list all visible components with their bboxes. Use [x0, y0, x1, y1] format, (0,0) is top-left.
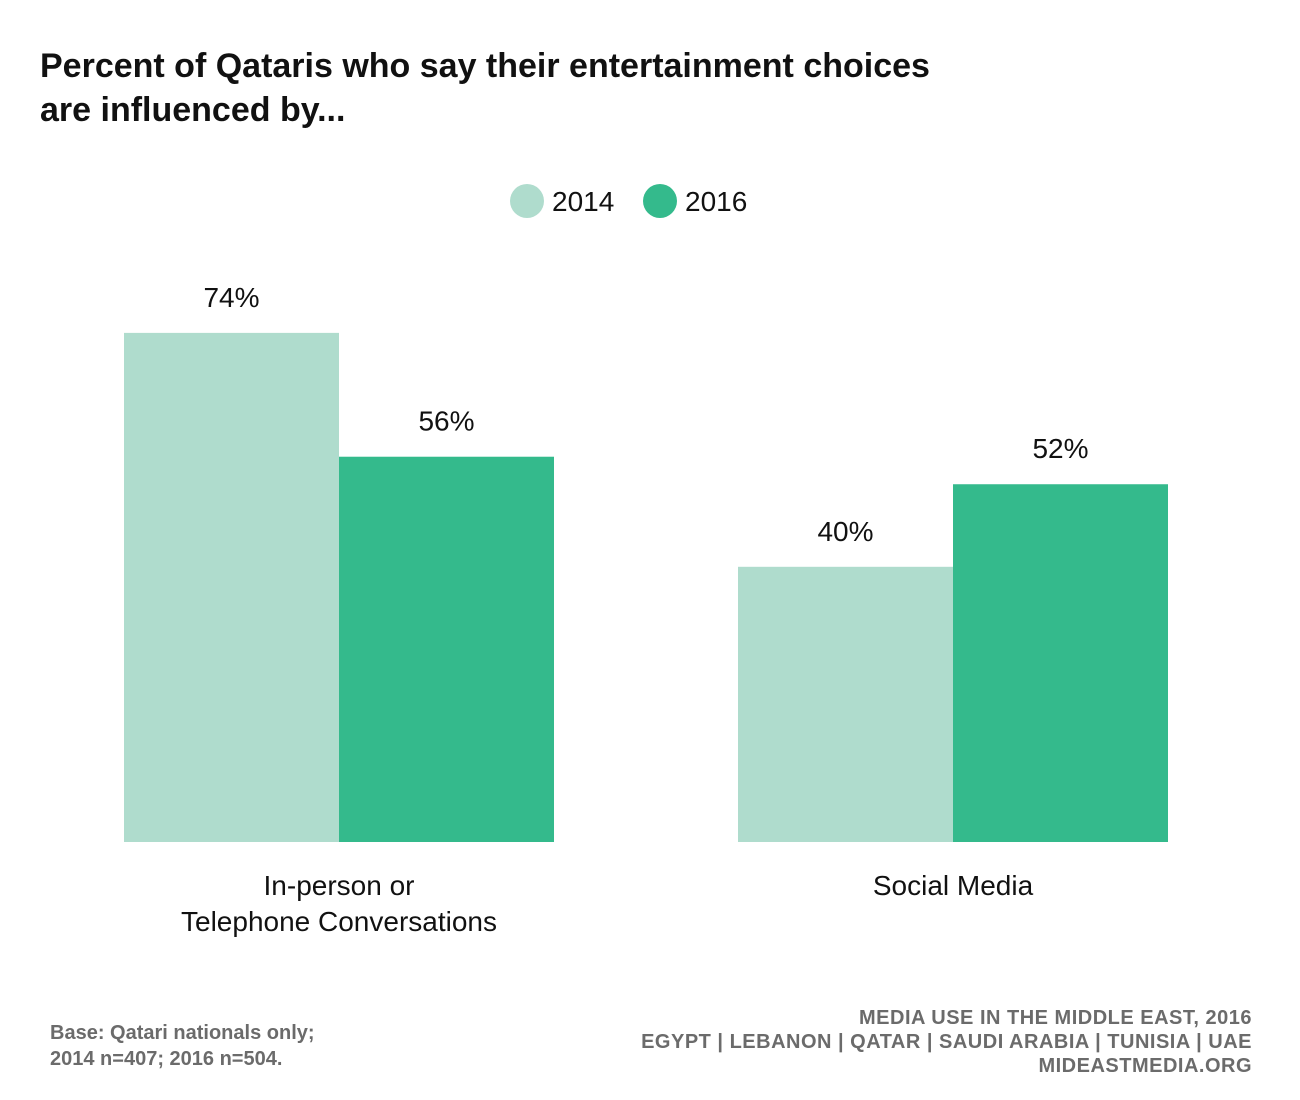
chart-title-line-1: Percent of Qataris who say their enterta…: [40, 47, 930, 85]
base-text-line-2: 2014 n=407; 2016 n=504.: [50, 1048, 283, 1070]
source-line-1: MEDIA USE IN THE MIDDLE EAST, 2016: [859, 1007, 1252, 1029]
bar-2014-0: [124, 332, 339, 842]
category-label-0-1: Telephone Conversations: [181, 906, 497, 937]
category-label-1-0: Social Media: [873, 870, 1034, 901]
source-credit: MEDIA USE IN THE MIDDLE EAST, 2016 EGYPT…: [641, 1006, 1252, 1078]
bar-2016-1: [953, 484, 1168, 842]
data-label-2016-1: 52%: [1032, 433, 1088, 464]
data-label-2016-0: 56%: [418, 406, 474, 437]
category-label-0-0: In-person or: [264, 870, 415, 901]
chart-title: Percent of Qataris who say their enterta…: [40, 44, 1140, 132]
data-label-2014-1: 40%: [817, 516, 873, 547]
bar-2014-1: [738, 566, 953, 842]
legend-label-2014: 2014: [552, 186, 615, 217]
chart-legend: 2014 2016: [0, 182, 1300, 222]
base-note-line-1: Base: Qatari nationals only;: [50, 1020, 315, 1046]
base-text-line-1: Qatari nationals only;: [110, 1022, 315, 1044]
data-label-2014-0: 74%: [203, 282, 259, 313]
legend-swatch-2014: [510, 184, 544, 218]
base-note: Base: Qatari nationals only; 2014 n=407;…: [50, 1020, 315, 1072]
chart-title-line-2: are influenced by...: [40, 91, 346, 129]
source-line-2: EGYPT | LEBANON | QATAR | SAUDI ARABIA |…: [641, 1031, 1252, 1053]
bar-chart: 74% 56% In-person or Telephone Conversation…: [124, 282, 1168, 937]
bar-2016-0: [339, 456, 554, 842]
base-key: Base:: [50, 1022, 105, 1044]
source-line-3: MIDEASTMEDIA.ORG: [1038, 1055, 1252, 1077]
legend-label-2016: 2016: [685, 186, 748, 217]
legend-swatch-2016: [643, 184, 677, 218]
